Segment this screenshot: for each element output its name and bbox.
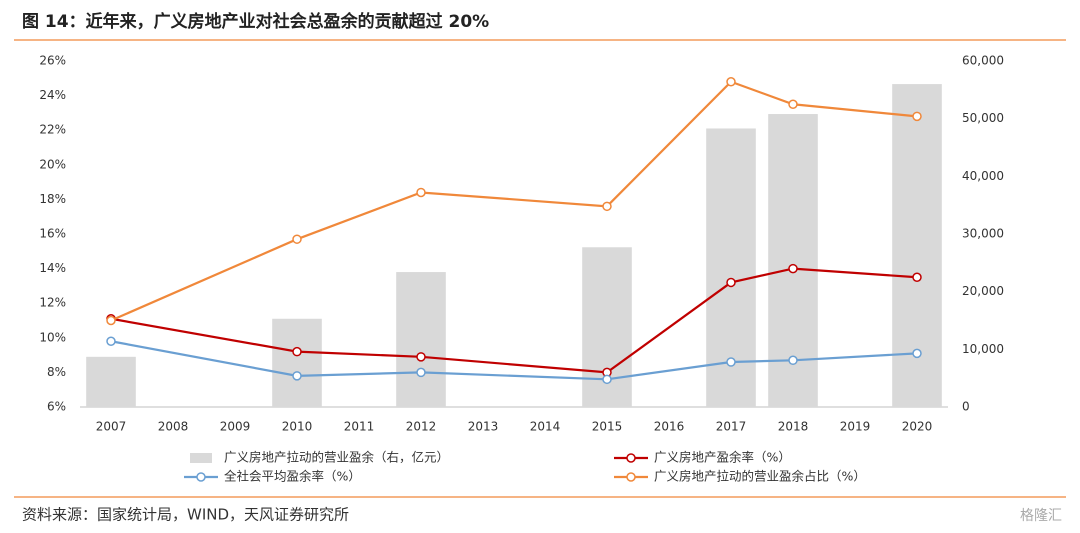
point bbox=[292, 371, 302, 381]
point bbox=[416, 367, 426, 378]
x-tick-label: 2011 bbox=[344, 420, 375, 434]
chart-title: 图 14：近年来，广义房地产业对社会总盈余的贡献超过 20% bbox=[22, 11, 489, 32]
bar bbox=[892, 84, 942, 408]
y2-tick-label: 30,000 bbox=[962, 227, 1004, 241]
legend-swatch bbox=[196, 472, 206, 482]
y-tick-label: 14% bbox=[39, 261, 66, 275]
y-tick-label: 8% bbox=[47, 365, 66, 379]
watermark: 格隆汇 bbox=[1020, 508, 1062, 524]
point bbox=[602, 201, 612, 212]
bar bbox=[86, 356, 136, 407]
y-tick-label: 6% bbox=[47, 400, 66, 414]
source: 资料来源：国家统计局，WIND，天风证券研究所 bbox=[22, 506, 349, 524]
x-tick-label: 2009 bbox=[220, 420, 251, 434]
y2-tick-label: 40,000 bbox=[962, 169, 1004, 183]
point bbox=[912, 272, 922, 282]
y-tick-label: 24% bbox=[39, 88, 66, 102]
x-tick-label: 2008 bbox=[158, 420, 189, 434]
point bbox=[292, 346, 302, 357]
point bbox=[416, 352, 426, 362]
point bbox=[788, 263, 798, 274]
point bbox=[106, 336, 116, 347]
x-tick-label: 2007 bbox=[96, 420, 127, 434]
x-tick-label: 2020 bbox=[902, 420, 933, 434]
legend-label: 广义房地产拉动的营业盈余（右，亿元） bbox=[224, 450, 449, 465]
x-tick-label: 2017 bbox=[716, 420, 747, 434]
x-tick-label: 2016 bbox=[654, 420, 685, 434]
x-tick-label: 2010 bbox=[282, 420, 313, 434]
y-tick-label: 10% bbox=[39, 330, 66, 344]
x-tick-label: 2019 bbox=[840, 420, 871, 434]
bar bbox=[396, 272, 446, 407]
point bbox=[726, 77, 736, 87]
y-tick-label: 18% bbox=[39, 192, 66, 206]
y-tick-label: 20% bbox=[39, 157, 66, 171]
x-tick-label: 2013 bbox=[468, 420, 499, 434]
x-tick-label: 2018 bbox=[778, 420, 809, 434]
point bbox=[912, 348, 922, 359]
point bbox=[416, 187, 426, 198]
legend-swatch bbox=[626, 472, 636, 482]
y-tick-label: 26% bbox=[39, 54, 66, 68]
point bbox=[788, 355, 798, 366]
point bbox=[602, 374, 612, 385]
y2-tick-label: 60,000 bbox=[962, 54, 1004, 68]
point bbox=[788, 99, 798, 109]
y2-tick-label: 0 bbox=[962, 400, 970, 414]
legend-label: 全社会平均盈余率（%） bbox=[224, 469, 361, 484]
bar bbox=[272, 318, 322, 407]
legend-swatch bbox=[626, 453, 636, 463]
legend-swatch bbox=[190, 453, 212, 463]
y2-tick-label: 10,000 bbox=[962, 342, 1004, 356]
point bbox=[912, 111, 922, 122]
y-tick-label: 16% bbox=[39, 227, 66, 241]
y2-tick-label: 50,000 bbox=[962, 111, 1004, 125]
legend-label: 广义房地产拉动的营业盈余占比（%） bbox=[654, 469, 866, 484]
point bbox=[292, 234, 302, 244]
legend-label: 广义房地产盈余率（%） bbox=[654, 450, 791, 465]
point bbox=[106, 315, 116, 326]
x-tick-label: 2012 bbox=[406, 420, 437, 434]
x-tick-label: 2014 bbox=[530, 420, 561, 434]
point bbox=[726, 357, 736, 367]
y2-tick-label: 20,000 bbox=[962, 284, 1004, 298]
y-tick-label: 12% bbox=[39, 296, 66, 310]
x-tick-label: 2015 bbox=[592, 420, 623, 434]
point bbox=[726, 277, 736, 288]
y-tick-label: 22% bbox=[39, 123, 66, 137]
